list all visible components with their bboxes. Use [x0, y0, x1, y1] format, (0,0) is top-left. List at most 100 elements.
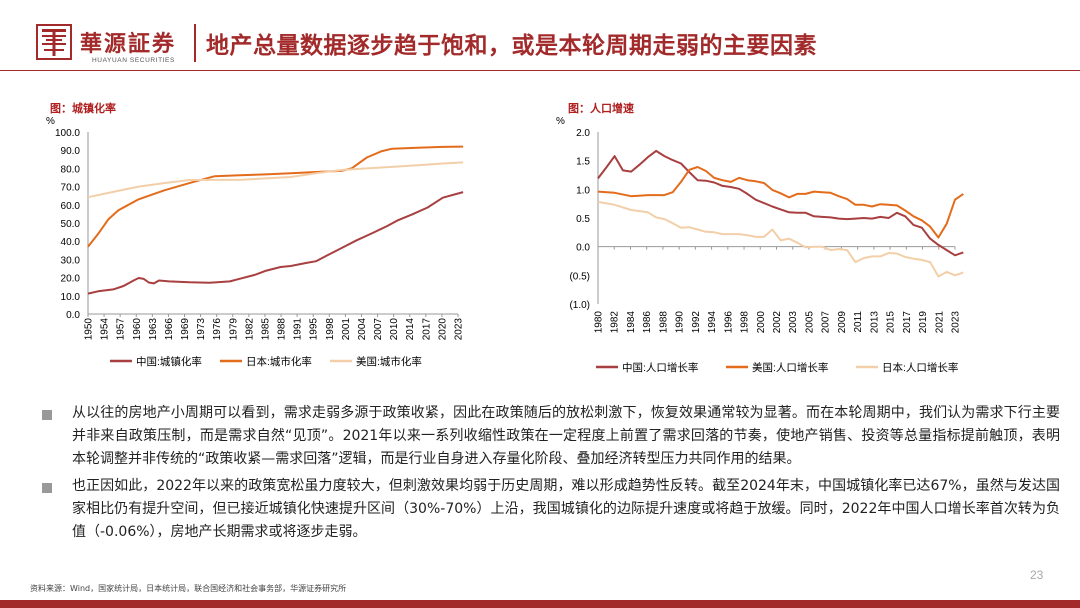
x-tick-label: 1986	[642, 311, 653, 334]
y-tick-label: 60.0	[61, 201, 81, 212]
y-tick-label: 100.0	[55, 128, 80, 139]
y-tick-label: 0.5	[576, 214, 590, 225]
legend-label: 中国:城镇化率	[136, 355, 202, 368]
x-tick-label: 1963	[148, 318, 159, 341]
x-tick-label: 1973	[196, 318, 207, 341]
x-tick-label: 2007	[373, 318, 384, 341]
x-tick-label: 1960	[132, 318, 143, 341]
x-tick-label: 1994	[707, 311, 718, 334]
x-tick-label: 1988	[277, 318, 288, 341]
y-tick-label: 1.0	[576, 185, 590, 196]
legend-label: 中国:人口增长率	[622, 361, 698, 374]
y-tick-label: 0.0	[66, 310, 80, 321]
x-tick-label: 1988	[658, 311, 669, 334]
y-tick-label: 50.0	[61, 219, 81, 230]
x-tick-label: 1957	[116, 318, 127, 341]
legend-label: 美国:人口增长率	[752, 361, 828, 374]
x-tick-label: 2010	[389, 318, 400, 341]
series-line-2	[87, 145, 464, 248]
bullet-text: 也正因如此，2022年以来的政策宽松虽力度较大，但刺激效果均弱于历史周期，难以形…	[72, 478, 1060, 540]
bullet-text: 从以往的房地产小周期可以看到，需求走弱多源于政策收紧，因此在政策随后的放松刺激下…	[72, 405, 1060, 467]
legend-label: 日本:人口增长率	[882, 361, 958, 374]
x-tick-label: 2023	[951, 311, 962, 334]
header-rule	[0, 70, 1080, 71]
series-line-2	[597, 166, 964, 239]
y-axis-unit: %	[556, 116, 565, 127]
y-tick-label: (0.5)	[569, 271, 590, 282]
footer-bar	[0, 600, 1080, 608]
page-number: 23	[1030, 568, 1044, 582]
series-line-3	[597, 200, 964, 278]
x-tick-label: 1969	[180, 318, 191, 341]
x-tick-label: 2013	[869, 311, 880, 334]
x-tick-label: 1998	[325, 318, 336, 341]
logo-subtext: HUAYUAN SECURITIES	[92, 57, 175, 64]
y-tick-label: 80.0	[61, 164, 81, 175]
x-tick-label: 2017	[902, 311, 913, 334]
x-tick-label: 1976	[212, 318, 223, 341]
x-tick-label: 2011	[853, 311, 864, 333]
series-line-1	[597, 149, 964, 257]
series-line-1	[87, 191, 464, 295]
y-tick-label: 1.5	[576, 157, 590, 168]
page-title: 地产总量数据逐步趋于饱和，或是本轮周期走弱的主要因素	[206, 32, 817, 59]
x-tick-label: 2009	[837, 311, 848, 334]
y-tick-label: 20.0	[61, 274, 81, 285]
x-tick-label: 2019	[918, 311, 929, 334]
x-tick-label: 2014	[405, 318, 416, 341]
y-tick-label: 10.0	[61, 292, 81, 303]
y-tick-label: 2.0	[576, 128, 590, 139]
x-tick-label: 2021	[934, 311, 945, 334]
x-tick-label: 1984	[626, 311, 637, 334]
x-tick-label: 2003	[788, 311, 799, 334]
x-tick-label: 1990	[675, 311, 686, 334]
x-tick-label: 2020	[437, 318, 448, 341]
bullet-square-icon	[42, 410, 52, 420]
header-divider	[194, 24, 196, 62]
x-tick-label: 1995	[309, 318, 320, 341]
logo-text: 華源証券	[80, 31, 177, 57]
logo-icon	[36, 24, 72, 60]
x-tick-label: 1979	[228, 318, 239, 341]
population-growth-chart: % 2.0 1.5 1.0 0.5 0.0 (0.5) (1.0) 1980 1982 1984 19…	[556, 116, 964, 374]
y-tick-label: 40.0	[61, 237, 81, 248]
source-note: 资料来源：Wind，国家统计局，日本统计局，联合国经济和社会事务部，华源证券研究…	[30, 584, 347, 593]
x-tick-label: 1982	[610, 311, 621, 334]
x-tick-label: 1985	[260, 318, 271, 341]
x-tick-label: 2017	[421, 318, 432, 341]
y-tick-label: (1.0)	[569, 300, 590, 311]
y-tick-label: 0.0	[576, 243, 590, 254]
x-tick-label: 1991	[293, 318, 304, 341]
x-tick-label: 2005	[804, 311, 815, 334]
x-tick-label: 2001	[341, 318, 352, 341]
bullet-item: 从以往的房地产小周期可以看到，需求走弱多源于政策收紧，因此在政策随后的放松刺激下…	[40, 402, 1060, 471]
x-tick-label: 2023	[454, 318, 465, 341]
x-tick-label: 1998	[740, 311, 751, 334]
figure-label-population-growth: 图：人口增速	[568, 102, 634, 115]
bullet-list: 从以往的房地产小周期可以看到，需求走弱多源于政策收紧，因此在政策随后的放松刺激下…	[40, 402, 1060, 548]
x-tick-label: 2007	[821, 311, 832, 334]
urbanization-chart: %100.0 90.0 80.0 70.0 60.0 50.0 40.0 30.0 20.0 10…	[46, 116, 465, 368]
series-line-3	[87, 161, 464, 199]
y-tick-label: 70.0	[61, 183, 81, 194]
header: 華源証券 HUAYUAN SECURITIES 地产总量数据逐步趋于饱和，或是本…	[0, 0, 1080, 72]
y-tick-label: 30.0	[61, 255, 81, 266]
figure-label-urbanization: 图：城镇化率	[50, 102, 116, 115]
x-tick-label: 1992	[691, 311, 702, 334]
legend-label: 美国:城市化率	[356, 355, 422, 368]
x-tick-label: 2004	[357, 318, 368, 341]
x-tick-label: 2002	[772, 311, 783, 334]
y-tick-label: 90.0	[61, 146, 81, 157]
x-tick-label: 1980	[594, 311, 605, 334]
y-axis-unit: %	[46, 116, 55, 127]
bullet-square-icon	[42, 483, 52, 493]
x-tick-label: 2000	[756, 311, 767, 334]
x-tick-label: 2015	[886, 311, 897, 334]
x-tick-label: 1954	[100, 318, 111, 341]
bullet-item: 也正因如此，2022年以来的政策宽松虽力度较大，但刺激效果均弱于历史周期，难以形…	[40, 475, 1060, 544]
x-tick-label: 1982	[244, 318, 255, 341]
x-tick-label: 1996	[723, 311, 734, 334]
x-tick-label: 1950	[84, 318, 95, 341]
legend-label: 日本:城市化率	[246, 355, 312, 368]
x-tick-label: 1966	[164, 318, 175, 341]
